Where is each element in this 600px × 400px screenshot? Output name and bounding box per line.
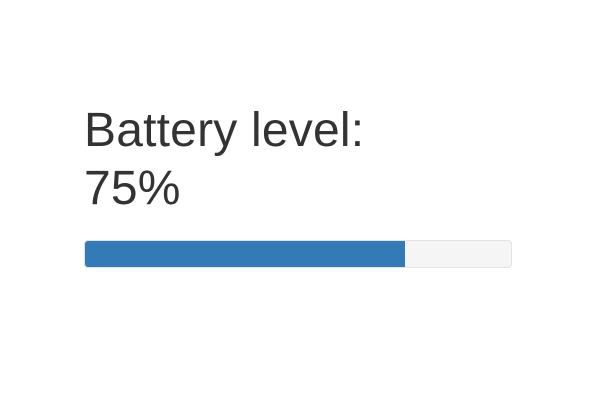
battery-heading: Battery level: 75% (84, 102, 514, 218)
battery-progress-fill (85, 241, 405, 267)
battery-progress-bar (84, 240, 512, 268)
battery-value: 75% (84, 162, 181, 215)
battery-label: Battery level: (84, 104, 365, 157)
battery-widget: Battery level: 75% (84, 102, 514, 268)
